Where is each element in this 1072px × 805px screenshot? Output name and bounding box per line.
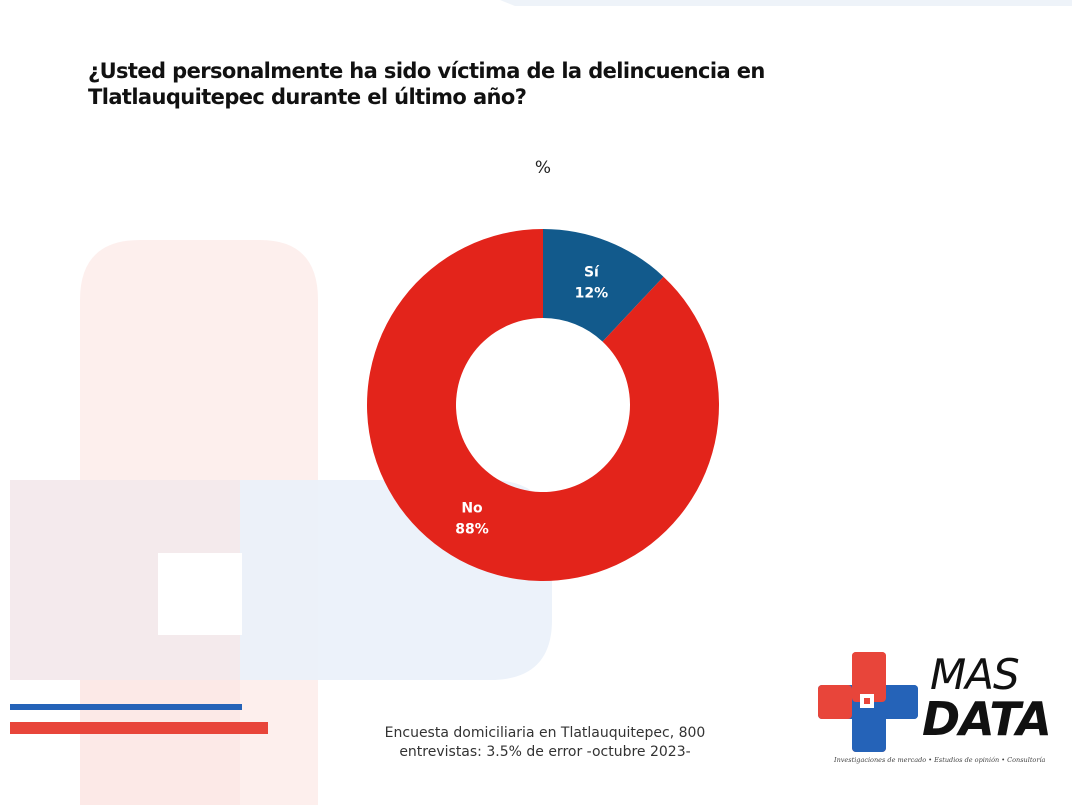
decorative-red-line [10,722,268,734]
page-title: ¿Usted personalmente ha sido víctima de … [88,59,765,109]
footnote-line-1: Encuesta domiciliaria en Tlatlauquitepec… [384,725,706,741]
survey-footnote: Encuesta domiciliaria en Tlatlauquitepec… [340,724,750,762]
slice-label-category-si: Sí [584,265,600,281]
chart-slices [366,229,719,581]
slice-no [366,229,719,581]
background-shape-white-square [158,553,242,635]
slice-si [543,229,664,342]
donut-chart: Sí 12% No 88% [366,229,719,581]
slice-label-value-si: 12% [575,286,609,302]
logo-text-data: DATA [922,692,1052,746]
chart-slice-labels: Sí 12% No 88% [455,265,608,538]
decorative-blue-line [10,704,242,710]
slice-label-value-no: 88% [455,522,489,538]
logo-tagline: Investigaciones de mercado • Estudios de… [834,756,1046,764]
top-band-shape [500,0,1072,6]
slice-label-category-no: No [461,501,483,517]
logo-text-mas: MAS [930,650,1020,699]
mas-data-logo: MAS DATA Investigaciones de mercado • Es… [818,650,1054,770]
medical-cross-logo-icon [818,652,918,752]
background-shape-pink-lower [10,480,240,805]
footnote-line-2: entrevistas: 3.5% de error -octubre 2023… [399,744,691,760]
unit-label: % [534,158,552,178]
